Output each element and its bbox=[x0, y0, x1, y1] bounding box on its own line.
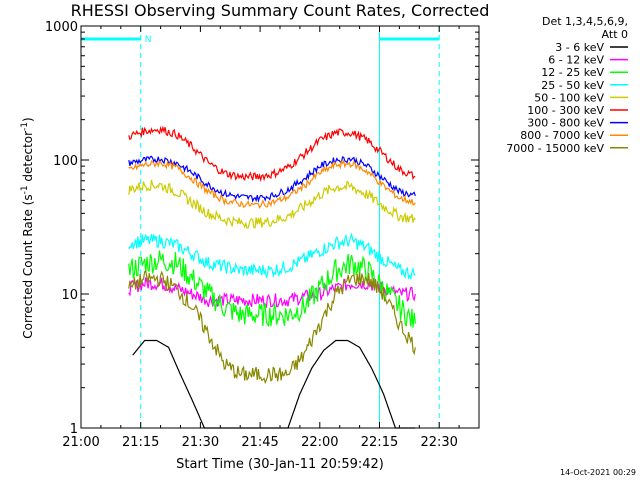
y-tick-label: 1 bbox=[70, 422, 78, 437]
x-tick-label: 21:00 bbox=[62, 435, 99, 450]
x-tick-label: 22:00 bbox=[301, 435, 338, 450]
legend-header-line-2: Att 0 bbox=[602, 28, 628, 41]
x-axis-label: Start Time (30-Jan-11 20:59:42) bbox=[176, 457, 384, 472]
series-line-7 bbox=[128, 159, 416, 209]
series-line-3 bbox=[128, 232, 416, 280]
timestamp: 14-Oct-2021 00:29 bbox=[560, 468, 636, 477]
legend-label: 12 - 25 keV bbox=[541, 66, 604, 79]
legend-label: 50 - 100 keV bbox=[534, 91, 604, 104]
legend-label: 100 - 300 keV bbox=[527, 104, 604, 117]
y-axis-label: Corrected Count Rate (s-1 detector-1) bbox=[20, 117, 35, 338]
axis-ticks: 21:00 21:15 21:30 21:45 22:00 22:15 22:30 1 10 10… bbox=[45, 20, 479, 450]
x-tick-label: 21:30 bbox=[182, 435, 219, 450]
x-tick-label: 21:15 bbox=[122, 435, 159, 450]
series-line-8 bbox=[128, 270, 416, 385]
legend-header-line-1: Det 1,3,4,5,6,9, bbox=[542, 15, 628, 28]
legend-label: 300 - 800 keV bbox=[527, 117, 604, 130]
series-line-5 bbox=[128, 125, 416, 183]
flag-label: N bbox=[145, 35, 152, 45]
y-tick-label: 100 bbox=[53, 154, 78, 169]
y-tick-label: 1000 bbox=[45, 20, 78, 35]
legend-label: 3 - 6 keV bbox=[555, 41, 604, 54]
x-tick-label: 21:45 bbox=[241, 435, 278, 450]
legend-label: 25 - 50 keV bbox=[541, 79, 604, 92]
legend-label: 800 - 7000 keV bbox=[520, 129, 604, 142]
plot-area: N bbox=[80, 26, 440, 429]
series-line-1 bbox=[128, 277, 416, 309]
series-line-4 bbox=[128, 179, 416, 229]
y-tick-label: 10 bbox=[61, 288, 78, 303]
x-tick-label: 22:15 bbox=[361, 435, 398, 450]
series-line-6 bbox=[128, 155, 416, 203]
legend-label: 6 - 12 keV bbox=[548, 54, 604, 67]
x-tick-label: 22:30 bbox=[420, 435, 457, 450]
chart-title: RHESSI Observing Summary Count Rates, Co… bbox=[71, 1, 490, 20]
legend-label: 7000 - 15000 keV bbox=[506, 142, 604, 155]
